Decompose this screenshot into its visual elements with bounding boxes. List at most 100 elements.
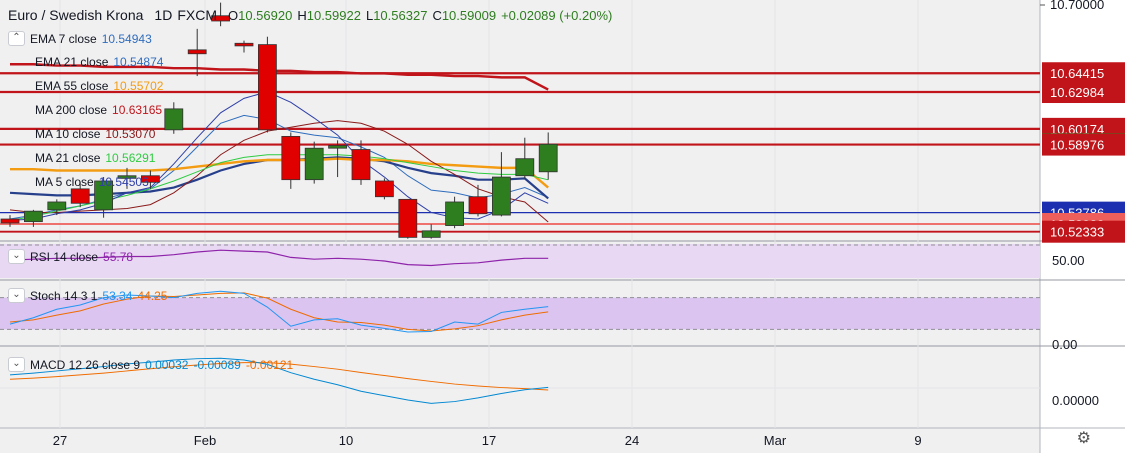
indicator-row[interactable]: MA 5 close 10.54503 (8, 175, 149, 189)
price-box (1042, 220, 1125, 243)
gear-icon[interactable]: ⚙ (1076, 430, 1091, 447)
price-box (1042, 133, 1125, 156)
indicator-label[interactable]: MA 10 close (35, 127, 101, 141)
rsi-label[interactable]: RSI 14 close (30, 249, 99, 264)
chevron-down-icon[interactable]: ⌄ (8, 249, 25, 264)
time-tick-label: 27 (53, 433, 67, 448)
macd-signal-line (9, 362, 549, 391)
ma-line-3 (10, 63, 549, 91)
indicator-value: 10.63165 (112, 103, 163, 117)
indicator-row[interactable]: MA 200 close 10.63165 (8, 103, 162, 117)
time-tick-label: 9 (914, 433, 921, 448)
candle-body (351, 149, 371, 181)
indicator-value: 10.54503 (98, 175, 149, 189)
candle-body (187, 49, 207, 55)
candle-body (164, 108, 184, 131)
chevron-down-icon[interactable]: ⌄ (8, 357, 25, 372)
time-tick-label: Mar (764, 433, 787, 448)
rsi-legend: ⌄ RSI 14 close 55.78 (8, 249, 133, 264)
indicator-label[interactable]: MA 200 close (35, 103, 108, 117)
candle-body (257, 44, 277, 131)
time-tick-label: Feb (194, 433, 216, 448)
indicator-row[interactable]: EMA 21 close 10.54874 (8, 55, 163, 69)
price-box (1042, 62, 1125, 85)
candle-body (304, 147, 324, 181)
candle-body (94, 180, 113, 211)
rsi-line (9, 249, 549, 267)
indicator-label[interactable]: MA 21 close (35, 151, 101, 165)
candle-body (538, 143, 558, 173)
candle-body (421, 230, 441, 238)
stoch-k-value: 53.34 (102, 288, 133, 303)
candle-body (281, 135, 301, 181)
indicator-row[interactable]: ⌃ EMA 7 close 10.54943 (8, 31, 152, 46)
indicator-row[interactable]: MA 21 close 10.56291 (8, 151, 155, 165)
stoch-band (0, 297, 1040, 330)
stoch-label[interactable]: Stoch 14 3 1 (30, 288, 98, 303)
time-tick-label: 10 (339, 433, 353, 448)
price-box (1042, 81, 1125, 104)
macd-axis-label: 0.00000 (1052, 393, 1099, 408)
price-box-label: 10.62984 (1050, 85, 1104, 100)
interval-label[interactable]: 1D (154, 7, 173, 23)
indicator-label[interactable]: EMA 7 close (30, 31, 97, 46)
candle-body (398, 198, 418, 238)
indicator-value: 10.54874 (113, 55, 164, 69)
rsi-value: 55.78 (103, 249, 134, 264)
macd-value: 0.00032 (145, 357, 189, 372)
ohlc-open: O10.56920 (227, 7, 293, 23)
price-box-label: 10.64415 (1050, 66, 1104, 81)
stoch-k-line (9, 290, 549, 333)
candle-body (445, 201, 465, 226)
indicator-label[interactable]: EMA 55 close (35, 79, 109, 93)
candle-body (0, 218, 20, 224)
candle-body (70, 188, 90, 204)
chart-header: Euro / Swedish Krona 1D FXCM O10.56920 H… (8, 7, 612, 23)
indicator-label[interactable]: EMA 21 close (35, 55, 109, 69)
macd-legend: ⌄ MACD 12 26 close 9 0.00032 -0.00089 -0… (8, 357, 293, 372)
candle-body (211, 15, 231, 22)
symbol-title[interactable]: Euro / Swedish Krona (8, 7, 144, 23)
price-box-label: 10.52333 (1050, 225, 1104, 240)
indicator-value: 10.54943 (101, 31, 152, 46)
ohlc-low: L10.56327 (365, 7, 428, 23)
price-box-label: 10.60174 (1050, 122, 1104, 137)
ohlc-low-value: 10.56327 (373, 7, 428, 23)
stoch-d-line (9, 292, 549, 332)
macd-label[interactable]: MACD 12 26 close 9 (30, 357, 141, 372)
candle-body (328, 145, 348, 149)
source-label: FXCM (177, 7, 217, 23)
stoch-d-value: 44.25 (137, 288, 168, 303)
ma-line-2 (10, 157, 549, 189)
stoch-legend: ⌄ Stoch 14 3 1 53.34 44.25 (8, 288, 167, 303)
indicator-value: 10.55702 (113, 79, 164, 93)
indicator-label[interactable]: MA 5 close (35, 175, 94, 189)
stoch-axis-label: 0.00 (1052, 337, 1077, 352)
indicator-value: 10.53070 (105, 127, 156, 141)
candle-body (515, 158, 535, 177)
time-tick-label: 17 (482, 433, 496, 448)
candle-body (47, 201, 67, 211)
candle-body (234, 42, 254, 47)
ohlc-high: H10.59922 (297, 7, 361, 23)
chevron-up-icon[interactable]: ⌃ (8, 31, 25, 46)
macd-line (9, 357, 549, 404)
ohlc-close-value: 10.59009 (441, 7, 497, 23)
chevron-down-icon[interactable]: ⌄ (8, 288, 25, 303)
indicator-row[interactable]: EMA 55 close 10.55702 (8, 79, 163, 93)
candle-body (491, 176, 511, 216)
ohlc-open-value: 10.56920 (238, 7, 293, 23)
price-box-label: 10.58976 (1050, 138, 1104, 153)
rsi-axis-label: 50.00 (1052, 253, 1085, 268)
macd-hist-value: -0.00121 (245, 357, 294, 372)
indicator-row[interactable]: MA 10 close 10.53070 (8, 127, 155, 141)
ohlc-high-value: 10.59922 (306, 7, 361, 23)
time-tick-label: 24 (625, 433, 639, 448)
candle-body (468, 196, 488, 215)
ohlc-change: +0.02089 (+0.20%) (501, 7, 613, 23)
price-tick-label: 10.70000 (1050, 0, 1104, 12)
macd-signal-value: -0.00089 (193, 357, 241, 372)
